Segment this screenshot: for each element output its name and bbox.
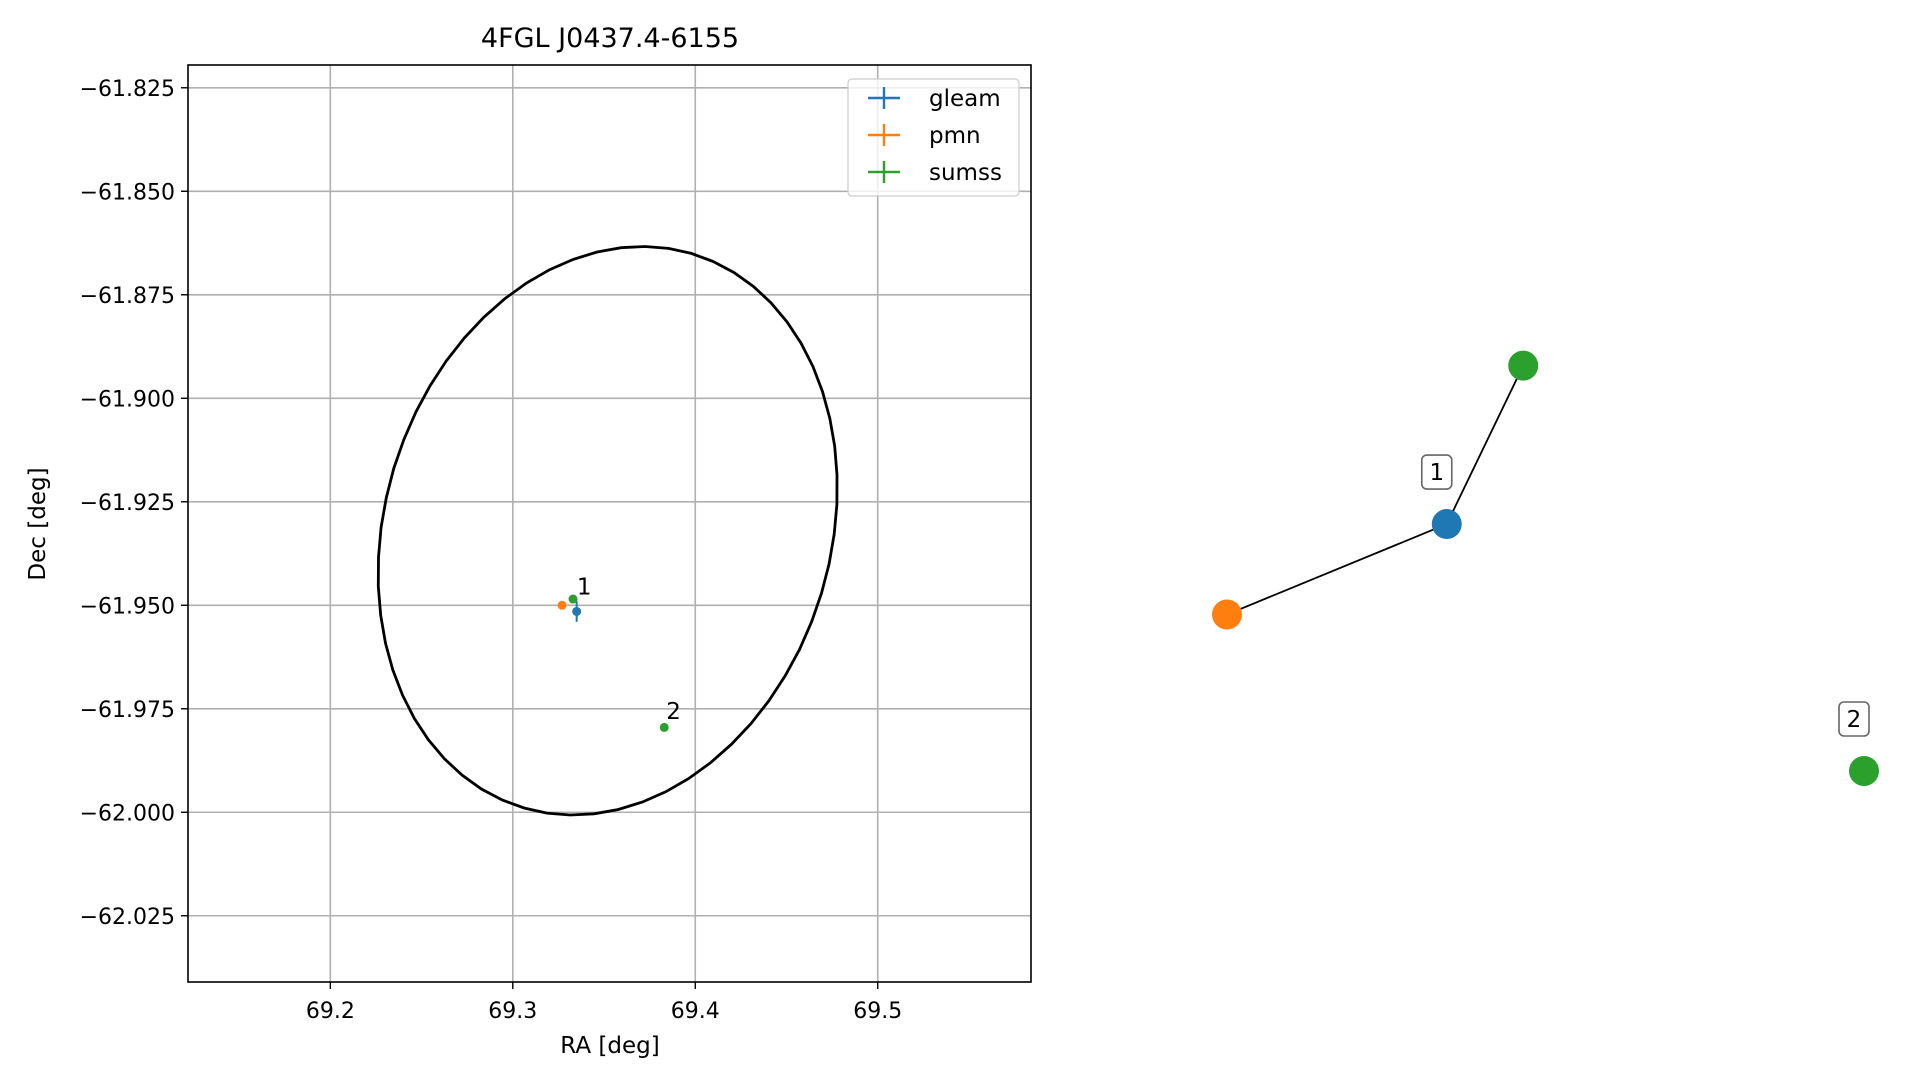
data-point-sumss — [659, 722, 669, 732]
network-node-sumss-a — [1508, 350, 1539, 381]
chart-title: 4FGL J0437.4-6155 — [481, 23, 739, 54]
y-tick-label: −61.950 — [80, 594, 175, 619]
x-axis-ticks: 69.2 69.3 69.4 69.5 — [306, 982, 902, 1024]
association-network-panel: 12 — [1212, 350, 1879, 786]
localization-ellipse — [376, 245, 839, 817]
y-axis-label: Dec [deg] — [25, 467, 51, 580]
y-tick-label: −61.850 — [80, 180, 175, 205]
point-annotation: 1 — [577, 575, 592, 601]
legend-entry-gleam: gleam — [868, 86, 1001, 112]
node-label-box — [1838, 701, 1870, 737]
legend-label-sumss: sumss — [929, 160, 1002, 186]
data-point-pmn — [557, 600, 567, 610]
network-node-pmn — [1212, 599, 1242, 630]
node-label: 2 — [1847, 707, 1862, 733]
scatter-panel: 4FGL J0437.4-6155 69.2 69.3 69.4 69.5 −61.8… — [25, 23, 1032, 1059]
point-marker — [568, 594, 578, 604]
y-tick-label: −61.925 — [80, 491, 175, 516]
localization-ellipse-layer — [376, 245, 839, 817]
point-annotation: 2 — [666, 699, 681, 725]
data-point-gleam — [572, 601, 582, 622]
network-node-gleam — [1431, 509, 1462, 540]
legend: gleam pmn sumss — [847, 78, 1020, 197]
y-tick-label: −62.025 — [80, 905, 175, 930]
network-edge — [1445, 365, 1525, 525]
node-label: 1 — [1429, 460, 1444, 486]
x-tick-label: 69.5 — [853, 999, 902, 1024]
network-node-labels-layer: 12 — [1420, 454, 1870, 737]
point-marker — [572, 606, 582, 616]
y-tick-label: −61.900 — [80, 387, 175, 412]
x-tick-label: 69.4 — [671, 999, 720, 1024]
axes-frame — [187, 64, 1032, 983]
legend-label-gleam: gleam — [929, 86, 1001, 112]
node-label-box — [1420, 454, 1453, 490]
y-tick-label: −61.875 — [80, 284, 175, 309]
network-edge — [1226, 523, 1448, 616]
y-tick-label: −61.825 — [80, 77, 175, 102]
y-axis-ticks: −61.825 −61.850 −61.875 −61.900 −61.925 −61.9… — [80, 77, 188, 930]
x-axis-label: RA [deg] — [560, 1033, 659, 1059]
legend-frame — [847, 78, 1020, 197]
point-marker — [557, 600, 567, 610]
x-tick-label: 69.3 — [488, 999, 537, 1024]
x-tick-label: 69.2 — [306, 999, 355, 1024]
annotations-layer: 12 — [577, 575, 681, 725]
y-tick-label: −62.000 — [80, 801, 175, 826]
data-point-sumss — [568, 594, 578, 604]
legend-entry-sumss: sumss — [868, 160, 1002, 186]
network-node-sumss-b — [1849, 756, 1879, 786]
network-nodes-layer — [1212, 350, 1879, 786]
y-tick-label: −61.975 — [80, 698, 175, 723]
legend-label-pmn: pmn — [929, 123, 981, 149]
data-points-layer — [557, 594, 669, 732]
legend-entry-pmn: pmn — [868, 123, 981, 149]
network-edges-layer — [1226, 365, 1525, 616]
point-marker — [659, 722, 669, 732]
